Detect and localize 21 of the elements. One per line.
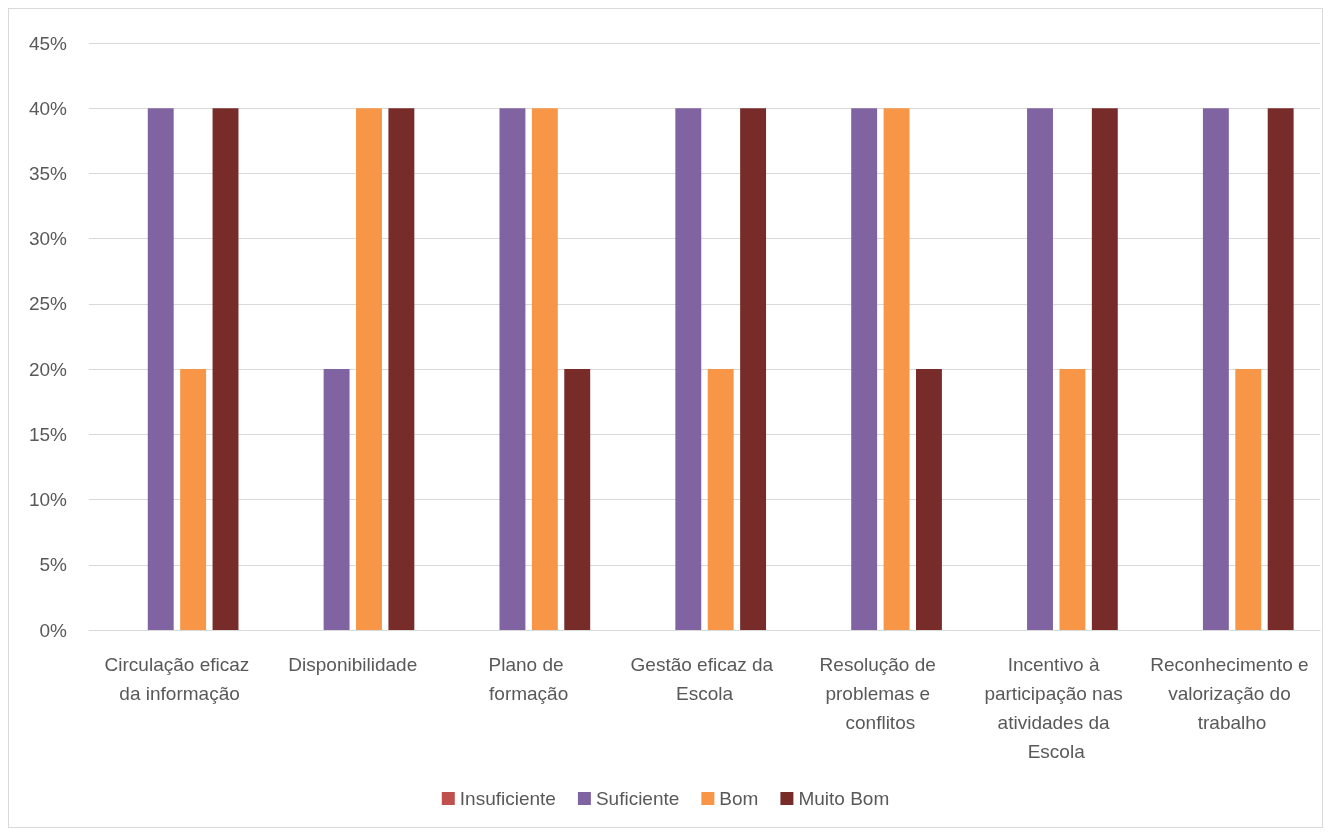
- y-tick-label: 25%: [28, 293, 68, 315]
- x-tick-label: Disponibilidade: [288, 654, 418, 675]
- x-tick-label: Incentivo à participação nas atividades da Escola: [984, 654, 1129, 762]
- x-tick-label: Gestão eficaz da Escola: [630, 654, 779, 704]
- legend-label: Insuficiente: [459, 788, 556, 809]
- y-tick-label: 20%: [28, 358, 68, 380]
- legend-label: Bom: [719, 788, 759, 809]
- legend-label: Muito Bom: [798, 788, 890, 809]
- legend-label: Suficiente: [595, 788, 680, 809]
- y-tick-label: 40%: [28, 97, 68, 119]
- y-tick-label: 45%: [28, 32, 68, 54]
- y-tick-label: 0%: [39, 619, 68, 641]
- y-tick-label: 5%: [39, 554, 68, 576]
- y-tick-label: 15%: [28, 423, 68, 445]
- x-tick-label: Circulação eficaz da informação: [104, 654, 250, 704]
- y-tick-label: 35%: [28, 162, 68, 184]
- x-tick-label: Plano de formação: [488, 654, 569, 704]
- y-tick-label: 30%: [28, 228, 68, 250]
- x-tick-label: Reconhecimento e valorização do trabalho: [1150, 654, 1314, 733]
- y-tick-label: 10%: [28, 489, 68, 511]
- x-tick-label: Resolução de problemas e conflitos: [819, 654, 942, 733]
